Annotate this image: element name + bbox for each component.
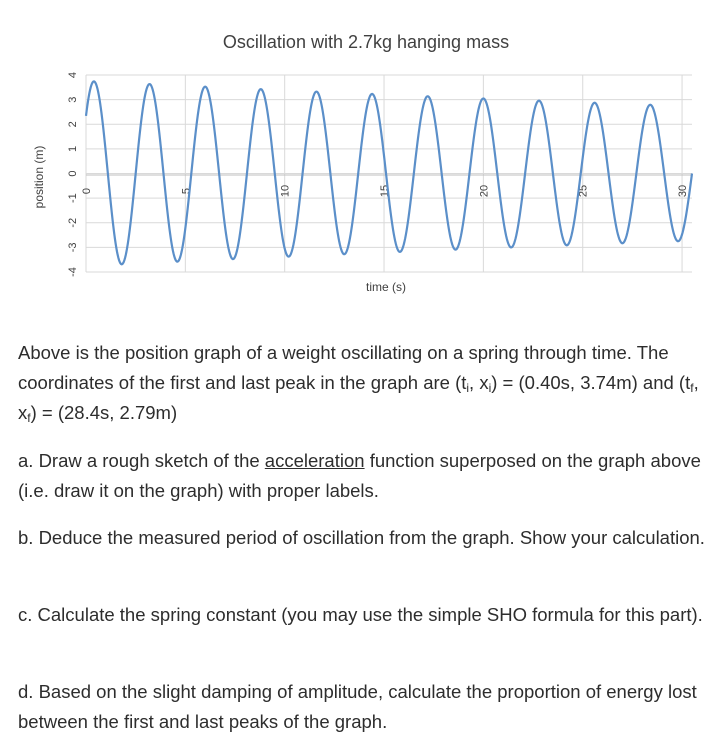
chart: Oscillation with 2.7kg hanging mass 4 3 2 1… <box>32 32 694 294</box>
intro-text-2: , x <box>469 372 489 393</box>
question-c: c. Calculate the spring constant (you ma… <box>18 604 703 625</box>
series-key-points <box>93 81 651 266</box>
y-tick-labels: 4 3 2 1 0 -1 -2 -3 -4 <box>67 72 79 277</box>
question-d: d. Based on the slight damping of amplit… <box>18 681 697 732</box>
x-tick-label: 30 <box>677 185 689 197</box>
series-line-position <box>84 80 694 266</box>
problem-intro: Above is the position graph of a weight … <box>18 338 718 428</box>
y-tick-label: -1 <box>67 193 79 203</box>
y-tick-label: -4 <box>67 267 79 277</box>
x-tick-label: 0 <box>81 188 93 194</box>
question-a-text-1: a. Draw a rough sketch of the <box>18 450 265 471</box>
intro-text-5: ) = (28.4s, 2.79m) <box>30 402 178 423</box>
question-a-text-2: function superposed on the graph above (… <box>18 450 701 501</box>
question-a: a. Draw a rough sketch of the accelerati… <box>18 446 718 506</box>
subscript-f-2: f <box>27 411 31 425</box>
subscript-f-1: f <box>690 381 694 395</box>
x-axis-label: time (s) <box>366 280 406 294</box>
x-tick-labels: 0 5 10 15 20 25 30 <box>81 185 689 197</box>
y-axis-label: position (m) <box>32 146 46 209</box>
subscript-i-1: i <box>466 381 470 395</box>
x-tick-label: 25 <box>578 185 590 197</box>
chart-grid <box>85 74 692 273</box>
intro-text-1: Above is the position graph of a weight … <box>18 342 669 393</box>
y-tick-label: 1 <box>67 146 79 152</box>
y-tick-label: 0 <box>67 170 79 176</box>
x-tick-label: 20 <box>478 185 490 197</box>
y-tick-label: 3 <box>67 97 79 103</box>
question-b: b. Deduce the measured period of oscilla… <box>18 527 705 548</box>
intro-text-3: ) = (0.40s, 3.74m) and (t <box>491 372 691 393</box>
y-tick-label: -3 <box>67 242 79 252</box>
x-tick-label: 10 <box>280 185 292 197</box>
x-tick-label: 5 <box>180 188 192 194</box>
intro-text-4: , x <box>18 372 699 423</box>
subscript-i-2: i <box>488 381 492 395</box>
y-tick-label: 4 <box>67 72 79 78</box>
chart-title: Oscillation with 2.7kg hanging mass <box>223 32 509 52</box>
y-tick-label: 2 <box>67 121 79 127</box>
y-tick-label: -2 <box>67 218 79 228</box>
question-a-underlined: acceleration <box>264 450 365 471</box>
